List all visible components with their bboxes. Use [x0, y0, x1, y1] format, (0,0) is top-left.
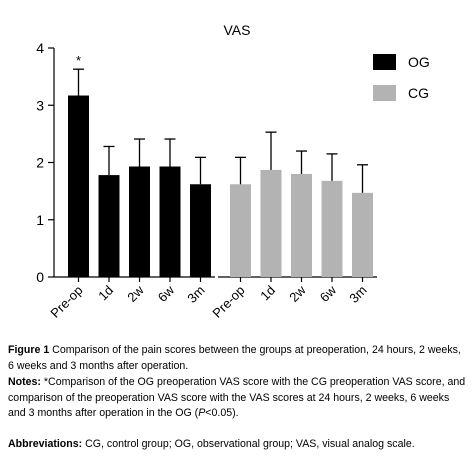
legend-label-og: OG: [408, 54, 430, 70]
abbreviations-label: Abbreviations:: [8, 438, 83, 450]
notes-text-1: *Comparison of the OG preoperation VAS s…: [8, 376, 466, 420]
y-tick-label: 1: [36, 212, 44, 228]
notes-text-2: <0.05).: [205, 407, 239, 420]
bar-cg: [230, 184, 251, 277]
legend-swatch-og: [373, 54, 396, 70]
legend-label-cg: CG: [408, 85, 429, 101]
x-tick-label: 2w: [124, 282, 147, 305]
notes-label: Notes:: [8, 376, 41, 388]
bar-og: [159, 166, 181, 277]
x-tick-label: 3m: [346, 283, 369, 306]
bar-og: [129, 166, 150, 277]
x-tick-label: Pre-op: [47, 283, 85, 321]
bar-cg: [352, 192, 373, 277]
chart-title: VAS: [224, 22, 251, 38]
y-tick-label: 3: [36, 97, 44, 113]
notes-p-symbol: P: [198, 407, 206, 420]
notes-caption: Notes: *Comparison of the OG preoperatio…: [8, 375, 468, 422]
bar-cg: [291, 173, 312, 277]
y-tick-label: 0: [36, 269, 44, 285]
abbreviations-caption: Abbreviations: CG, control group; OG, ob…: [8, 437, 468, 453]
x-tick-label: 3m: [184, 283, 207, 306]
bar-cg: [321, 180, 343, 277]
x-tick-label: Pre-op: [209, 283, 247, 321]
figure-caption-text: Comparison of the pain scores between th…: [8, 344, 461, 372]
y-tick-label: 2: [36, 155, 44, 171]
bars: *: [68, 53, 373, 277]
bar-og: [68, 95, 89, 277]
x-tick-label: 6w: [155, 282, 178, 305]
x-tick-label: 6w: [317, 282, 340, 305]
bar-og: [98, 175, 120, 277]
x-tick-label: 1d: [257, 283, 278, 304]
figure-label: Figure 1: [8, 344, 50, 356]
abbreviations-text: CG, control group; OG, observational gro…: [85, 438, 415, 450]
legend: OG CG: [373, 54, 430, 101]
y-axis: 0 1 2 3 4: [36, 40, 55, 285]
significance-marker: *: [76, 53, 81, 68]
figure-caption: Figure 1 Comparison of the pain scores b…: [8, 343, 468, 374]
y-tick-label: 4: [36, 40, 44, 56]
bar-cg: [260, 169, 282, 277]
x-tick-label: 1d: [95, 283, 116, 304]
legend-swatch-cg: [373, 85, 396, 101]
x-tick-label: 2w: [286, 282, 309, 305]
bar-og: [190, 184, 211, 277]
x-axis: Pre-op 1d 2w 6w 3m Pre-op 1d 2w 6w 3m: [47, 276, 377, 321]
